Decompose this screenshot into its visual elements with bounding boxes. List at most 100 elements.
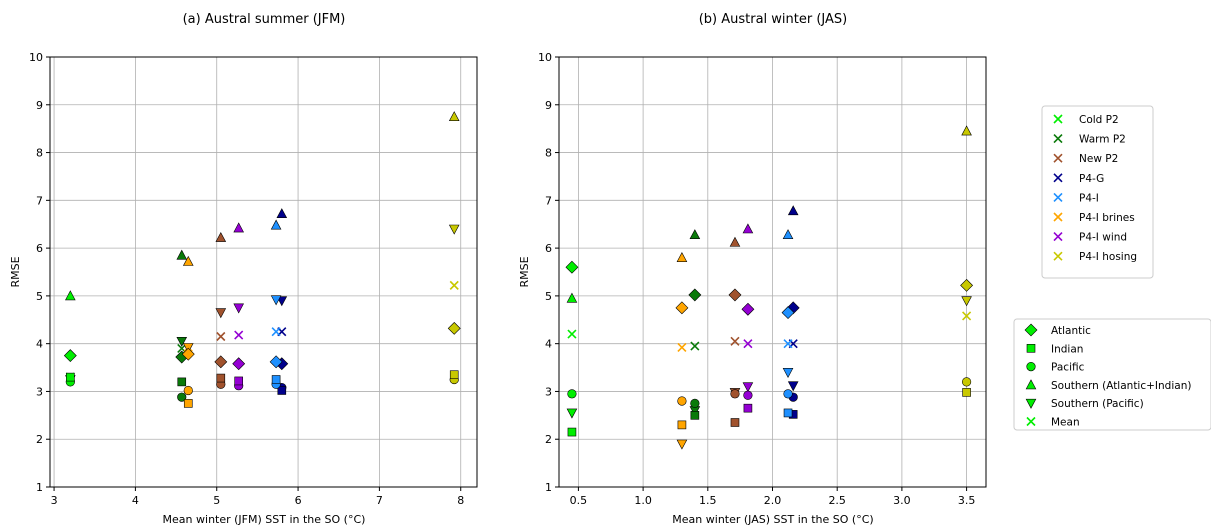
point-p4-i-brines-indian: [677, 420, 687, 430]
legend-label-p4-i-wind: P4-I wind: [1079, 232, 1127, 244]
point-warm-p2-pacific: [690, 398, 700, 408]
point-p4-i-brines-atlantic: [675, 301, 689, 315]
legend-label-p4-i-brines: P4-I brines: [1079, 212, 1135, 224]
point-p4-i-indian: [783, 408, 793, 418]
point-p4-i-brines-indian: [183, 399, 193, 408]
y-tick-label: 9: [545, 99, 552, 112]
point-p4-i-hosing-indian: [449, 370, 459, 380]
point-warm-p2-pacific: [177, 392, 187, 402]
y-tick-label: 5: [545, 290, 552, 303]
y-tick-label: 9: [36, 99, 43, 112]
panel-winter: (b) Austral winter (JAS) Mean winter (JA…: [518, 12, 987, 526]
y-tick-label: 8: [545, 147, 552, 160]
panel-a-ticks: 3 4 5 6 7 8 1 2 3 4 5 6 7 8 9 10: [29, 51, 464, 507]
point-p4-i-wind-indian: [743, 403, 753, 413]
point-cold-p2-mean: [567, 329, 577, 339]
legend-label-cold-p2: Cold P2: [1079, 114, 1119, 126]
legend-marker-warm-p2: [1053, 134, 1063, 144]
point-warm-p2-southern-atlantic-indian-: [689, 229, 701, 240]
point-p4-i-hosing-atlantic: [447, 321, 461, 335]
point-p4-i-atlantic: [269, 355, 283, 369]
point-new-p2-southern-atlantic-indian-: [729, 236, 741, 247]
panel-summer: (a) Austral summer (JFM) Mean winter (JF…: [9, 12, 478, 526]
x-tick-label: 3.0: [893, 494, 911, 507]
point-p4-i-brines-southern-atlantic-indian-: [676, 252, 688, 262]
panel-b-points: [565, 125, 974, 450]
point-new-p2-southern-atlantic-indian-: [215, 231, 227, 242]
y-tick-label: 3: [36, 385, 43, 398]
x-tick-label: 1.5: [699, 494, 717, 507]
point-warm-p2-mean: [690, 341, 700, 351]
legend-marker-p4-i-hosing: [1053, 251, 1063, 261]
panel-a-title: (a) Austral summer (JFM): [183, 12, 346, 27]
point-cold-p2-atlantic: [63, 349, 77, 363]
point-warm-p2-atlantic: [688, 288, 702, 302]
point-p4-i-wind-southern-pacific-: [233, 303, 244, 314]
x-tick-label: 3.5: [958, 494, 976, 507]
point-p4-i-hosing-pacific: [961, 377, 972, 387]
y-tick-label: 6: [545, 242, 552, 255]
x-tick-label: 6: [295, 494, 302, 507]
point-p4-g-southern-atlantic-indian-: [787, 205, 799, 216]
panel-b-title: (b) Austral winter (JAS): [699, 12, 848, 27]
point-cold-p2-southern-atlantic-indian-: [566, 292, 578, 303]
point-p4-i-hosing-atlantic: [960, 278, 974, 292]
point-new-p2-mean: [216, 331, 226, 342]
point-warm-p2-southern-pacific-: [176, 336, 188, 347]
panel-b-grid: [559, 56, 986, 488]
point-new-p2-southern-pacific-: [215, 308, 227, 319]
x-tick-label: 4: [132, 494, 139, 507]
y-tick-label: 2: [36, 433, 43, 446]
legend-marker-pacific: [1026, 362, 1036, 372]
y-tick-label: 5: [36, 290, 43, 303]
y-tick-label: 2: [545, 433, 552, 446]
point-cold-p2-atlantic: [565, 260, 579, 274]
point-p4-i-hosing-southern-atlantic-indian-: [961, 125, 972, 136]
point-cold-p2-indian: [567, 427, 577, 437]
point-p4-i-hosing-southern-atlantic-indian-: [448, 111, 460, 122]
legend-label-warm-p2: Warm P2: [1079, 134, 1126, 146]
point-cold-p2-southern-pacific-: [566, 408, 578, 419]
y-tick-label: 10: [29, 51, 43, 64]
point-p4-g-southern-pacific-: [787, 381, 799, 392]
legend-marker-mean: [1026, 416, 1036, 427]
point-warm-p2-southern-atlantic-indian-: [176, 249, 188, 260]
legend-label-p4-i: P4-I: [1079, 192, 1099, 204]
point-p4-i-brines-pacific: [183, 385, 193, 396]
point-cold-p2-pacific: [567, 389, 577, 399]
panel-a-ylabel: RMSE: [9, 256, 22, 287]
point-p4-i-pacific: [783, 389, 793, 399]
panel-a-points: [63, 111, 461, 408]
panel-a-xlabel: Mean winter (JFM) SST in the SO (°C): [163, 513, 366, 526]
y-tick-label: 7: [36, 194, 43, 207]
point-p4-i-mean: [271, 327, 281, 337]
legend-marker-indian: [1026, 343, 1036, 353]
legend-regions: Atlantic Indian Pacific Southern (Atlantic+…: [1013, 318, 1211, 431]
point-p4-i-brines-atlantic: [181, 347, 195, 361]
legend-experiments: Cold P2 Warm P2 New P2 P4-G P4-I P4-I brines P…: [1041, 105, 1154, 279]
panel-a-grid: [50, 56, 477, 488]
point-p4-i-brines-southern-pacific-: [676, 439, 688, 450]
point-p4-i-brines-pacific: [677, 396, 687, 406]
point-p4-i-wind-atlantic: [741, 302, 755, 316]
point-p4-i-southern-atlantic-indian-: [782, 229, 794, 240]
point-p4-i-wind-southern-atlantic-indian-: [233, 222, 244, 233]
y-tick-label: 1: [36, 481, 43, 494]
point-p4-i-wind-atlantic: [232, 357, 246, 371]
legend-label-southern-atlantic-indian-: Southern (Atlantic+Indian): [1051, 380, 1191, 392]
y-tick-label: 4: [545, 338, 552, 351]
point-p4-i-wind-mean: [234, 330, 244, 340]
legend-marker-p4-i: [1053, 192, 1063, 202]
point-p4-i-wind-mean: [743, 339, 753, 349]
point-p4-i-hosing-indian: [962, 388, 971, 397]
y-tick-label: 10: [538, 51, 552, 64]
point-p4-i-wind-southern-atlantic-indian-: [742, 223, 754, 234]
y-tick-label: 3: [545, 385, 552, 398]
legend-marker-southern-atlantic-indian-: [1025, 379, 1037, 390]
point-cold-p2-indian: [66, 372, 75, 382]
legend-marker-new-p2: [1053, 153, 1063, 163]
y-tick-label: 8: [36, 147, 43, 160]
point-p4-i-wind-pacific: [743, 390, 753, 400]
y-tick-label: 1: [545, 481, 552, 494]
